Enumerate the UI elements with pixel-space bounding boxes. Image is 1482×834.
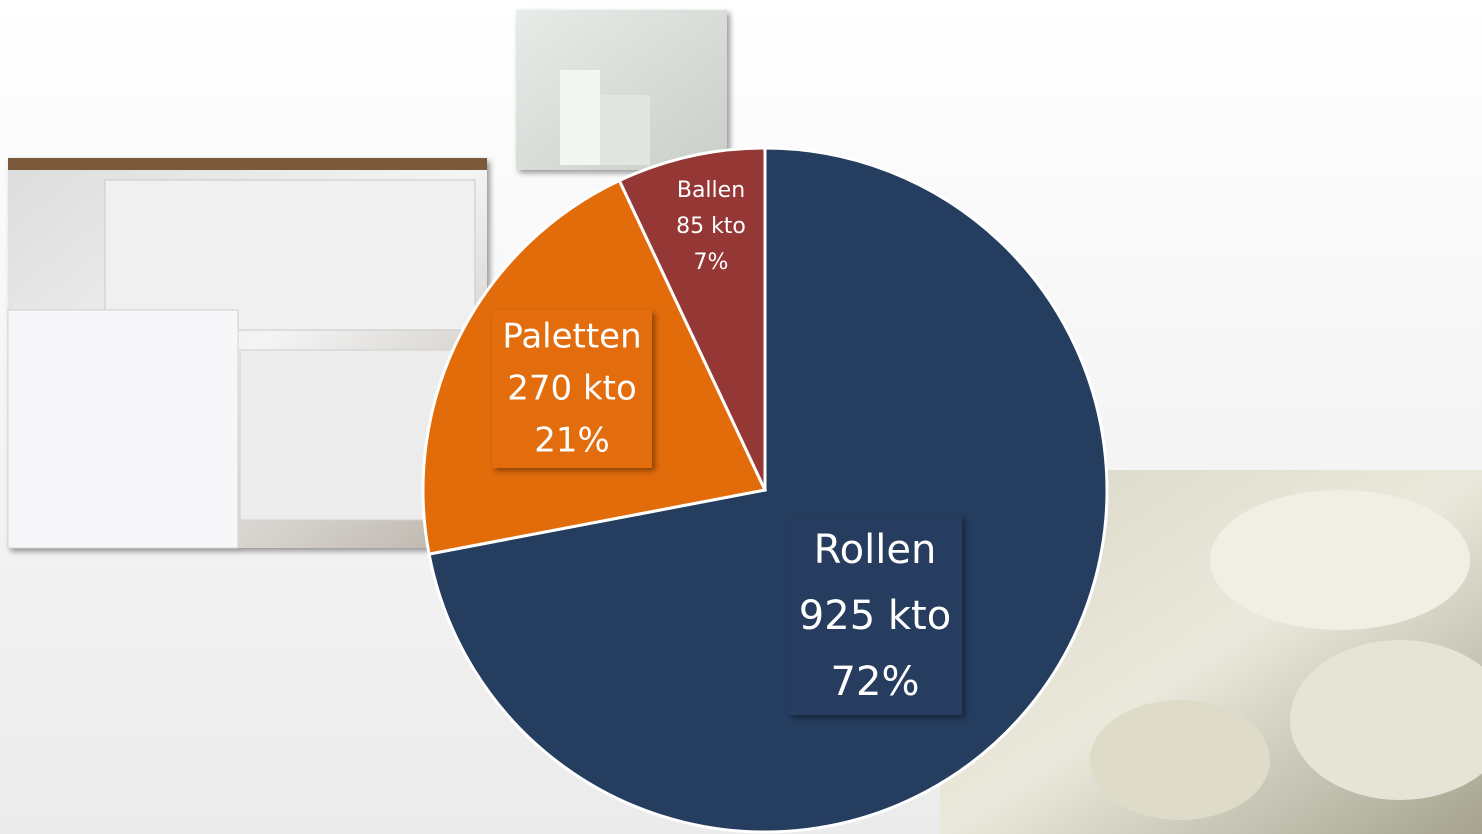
slide: Rollen 925 kto 72% Paletten 270 kto 21% Ballen… [0,0,1482,834]
value-label: 7% [694,250,729,275]
amount-label: 270 kto [507,369,637,409]
amount-label: 925 kto [799,593,951,639]
value-label: 72% [831,659,920,705]
photo-bales [516,10,727,170]
slice-label: Ballen [677,178,745,203]
photo-pallets [8,158,487,548]
value-label: 21% [534,421,610,461]
pie: Rollen 925 kto 72% Paletten 270 kto 21% Ballen… [423,148,1107,832]
slice-label: Rollen [814,527,937,573]
amount-label: 85 kto [676,214,746,239]
slice-label: Paletten [502,317,641,357]
